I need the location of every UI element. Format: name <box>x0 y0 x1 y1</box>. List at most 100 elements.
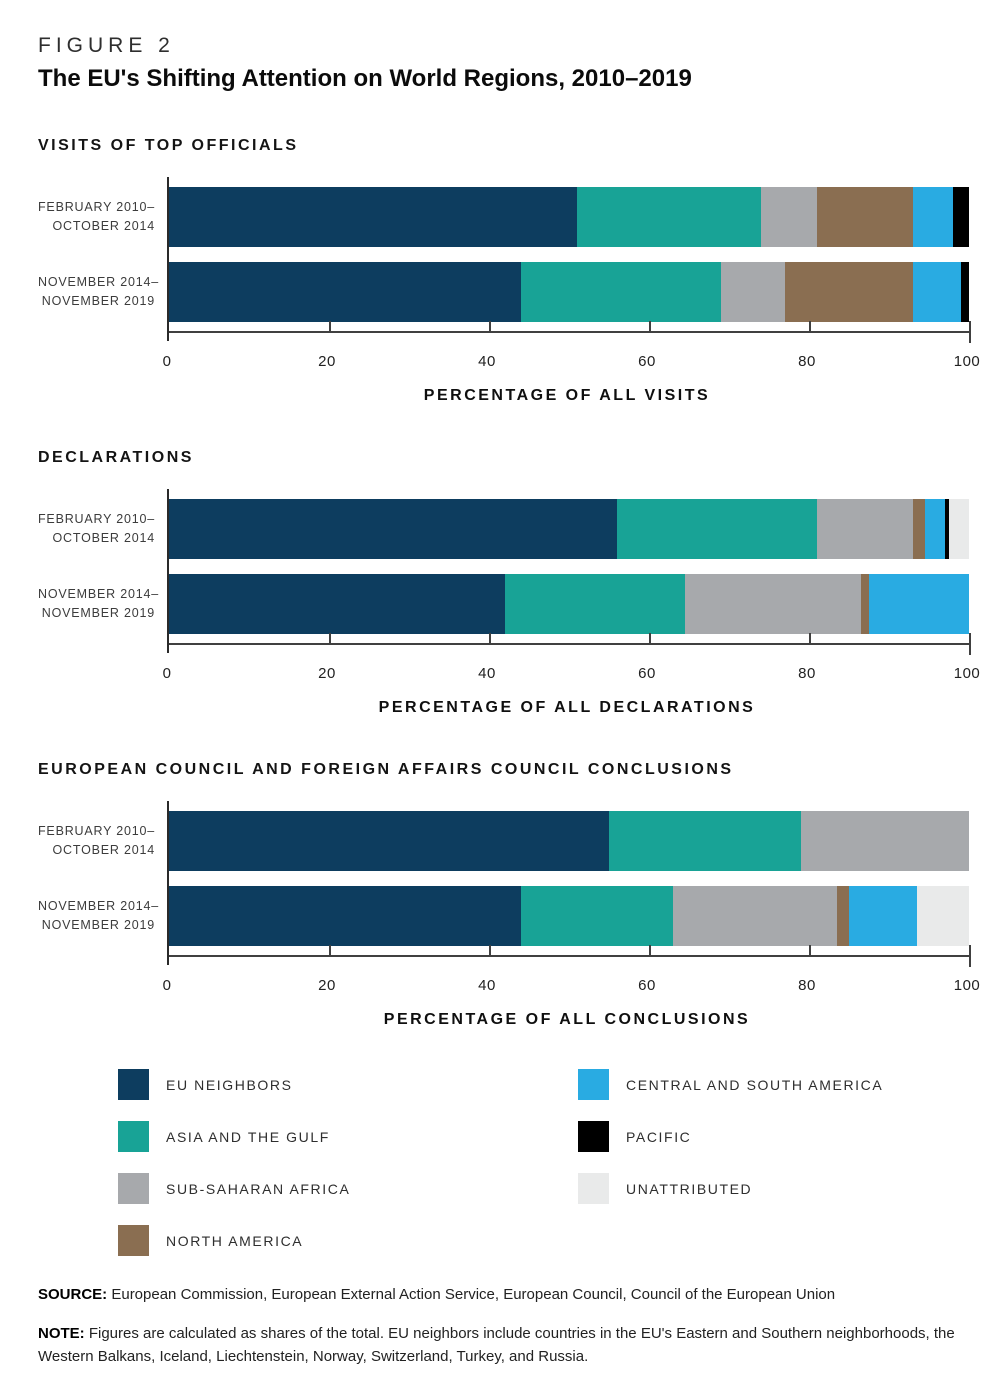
legend-swatch-pacific <box>578 1121 609 1152</box>
x-axis-title: PERCENTAGE OF ALL VISITS <box>423 387 711 404</box>
figure-title: The EU's Shifting Attention on World Reg… <box>38 65 692 92</box>
x-tick-label-0: 0 <box>162 977 172 994</box>
legend-label-unattributed: UNATTRIBUTED <box>626 1180 753 1197</box>
note-line: NOTE: Figures are calculated as shares o… <box>38 1323 962 1368</box>
category-label: NOVEMBER 2014– NOVEMBER 2019 <box>38 574 167 634</box>
bar-segment-pacific <box>953 187 969 247</box>
bar-segment-eu-neighbors <box>169 886 521 946</box>
x-tick-label-100: 100 <box>953 665 981 682</box>
category-label-line: NOVEMBER 2019 <box>41 918 155 932</box>
plot <box>167 177 971 343</box>
x-tick-label-20: 20 <box>318 353 336 370</box>
x-axis-title: PERCENTAGE OF ALL DECLARATIONS <box>378 699 756 716</box>
x-tick-label-60: 60 <box>638 665 656 682</box>
x-tick-labels: 0 20 40 60 80 100 <box>163 665 980 683</box>
bar-track-2 <box>169 574 969 634</box>
x-tick-label-40: 40 <box>478 665 496 682</box>
x-tick-label-20: 20 <box>318 665 336 682</box>
bar-segment-eu-neighbors <box>169 574 505 634</box>
bar-segment-asia-and-the-gulf <box>521 262 721 322</box>
category-label-line: NOVEMBER 2014– <box>38 275 159 290</box>
bar-segment-asia-and-the-gulf <box>617 499 817 559</box>
x-axis-tick-40 <box>489 633 491 645</box>
category-label-line: FEBRUARY 2010– <box>38 512 156 527</box>
bar-segment-north-america <box>861 574 869 634</box>
chart-body: FEBRUARY 2010– OCTOBER 2014 NOVEMBER 2014–… <box>38 489 980 717</box>
bar-segment-eu-neighbors <box>169 811 609 871</box>
legend-swatch-north-america <box>118 1225 149 1256</box>
x-axis-tick-80 <box>809 321 811 333</box>
x-tick-label-40: 40 <box>478 977 496 994</box>
x-axis-tick-100 <box>969 945 971 967</box>
bar-segment-asia-and-the-gulf <box>609 811 801 871</box>
category-label: FEBRUARY 2010– OCTOBER 2014 <box>38 499 167 559</box>
bar-segment-north-america <box>837 886 849 946</box>
bar-segment-central-and-south-america <box>869 574 969 634</box>
bar-segment-sub-saharan-africa <box>673 886 837 946</box>
bar-segment-asia-and-the-gulf <box>577 187 761 247</box>
bar-segment-central-and-south-america <box>913 187 953 247</box>
legend-label-asia-and-the-gulf: ASIA AND THE GULF <box>166 1128 330 1145</box>
x-axis-tick-60 <box>649 633 651 645</box>
legend-item-asia-and-the-gulf: ASIA AND THE GULF <box>118 1121 578 1152</box>
chart-conclusions: EUROPEAN COUNCIL AND FOREIGN AFFAIRS COU… <box>38 761 980 1029</box>
category-label: NOVEMBER 2014– NOVEMBER 2019 <box>38 886 167 946</box>
legend-column-2: CENTRAL AND SOUTH AMERICA PACIFIC UNATTRIB… <box>578 1069 883 1256</box>
bar-segment-eu-neighbors <box>169 499 617 559</box>
bar-segment-north-america <box>817 187 913 247</box>
x-tick-label-80: 80 <box>798 353 816 370</box>
x-axis <box>169 945 971 967</box>
chart-section-title: VISITS OF TOP OFFICIALS <box>38 137 299 154</box>
x-tick-label-80: 80 <box>798 977 816 994</box>
x-axis-tick-80 <box>809 633 811 645</box>
category-label-line: NOVEMBER 2019 <box>41 606 155 620</box>
x-axis-tick-100 <box>969 321 971 343</box>
legend-swatch-central-and-south-america <box>578 1069 609 1100</box>
category-label: FEBRUARY 2010– OCTOBER 2014 <box>38 187 167 247</box>
x-tick-label-60: 60 <box>638 353 656 370</box>
bar-segment-asia-and-the-gulf <box>505 574 685 634</box>
legend-item-pacific: PACIFIC <box>578 1121 883 1152</box>
legend-label-eu-neighbors: EU NEIGHBORS <box>166 1076 293 1093</box>
bar-segment-sub-saharan-africa <box>801 811 969 871</box>
bar-segment-unattributed <box>949 499 969 559</box>
bar-track-1 <box>169 187 969 247</box>
x-axis-tick-60 <box>649 945 651 957</box>
category-label-line: OCTOBER 2014 <box>52 219 155 233</box>
x-tick-labels: 0 20 40 60 80 100 <box>163 977 980 995</box>
category-label-line: NOVEMBER 2014– <box>38 899 159 914</box>
bar-segment-north-america <box>913 499 925 559</box>
legend-swatch-unattributed <box>578 1173 609 1204</box>
legend-item-eu-neighbors: EU NEIGHBORS <box>118 1069 578 1100</box>
x-tick-labels: 0 20 40 60 80 100 <box>163 353 980 371</box>
bar-segment-central-and-south-america <box>913 262 961 322</box>
chart-visits: VISITS OF TOP OFFICIALS FEBRUARY 2010– OC… <box>38 137 980 405</box>
legend-label-pacific: PACIFIC <box>626 1128 692 1145</box>
source-label: SOURCE: <box>38 1286 108 1303</box>
x-axis-tick-20 <box>329 633 331 645</box>
x-axis <box>169 633 971 655</box>
x-axis-tick-80 <box>809 945 811 957</box>
x-axis-tick-20 <box>329 945 331 957</box>
category-label-line: NOVEMBER 2019 <box>41 294 155 308</box>
chart-body: FEBRUARY 2010– OCTOBER 2014 NOVEMBER 2014–… <box>38 177 980 405</box>
bar-segment-asia-and-the-gulf <box>521 886 673 946</box>
legend-item-north-america: NORTH AMERICA <box>118 1225 578 1256</box>
x-tick-label-60: 60 <box>638 977 656 994</box>
plot-area: FEBRUARY 2010– OCTOBER 2014 NOVEMBER 2014–… <box>38 177 971 343</box>
x-axis-tick-60 <box>649 321 651 333</box>
x-tick-label-40: 40 <box>478 353 496 370</box>
category-label: NOVEMBER 2014– NOVEMBER 2019 <box>38 262 167 322</box>
legend-swatch-asia-and-the-gulf <box>118 1121 149 1152</box>
plot-area: FEBRUARY 2010– OCTOBER 2014 NOVEMBER 2014–… <box>38 489 971 655</box>
bar-segment-north-america <box>785 262 913 322</box>
x-axis-title: PERCENTAGE OF ALL CONCLUSIONS <box>383 1011 751 1028</box>
bar-track-1 <box>169 811 969 871</box>
category-label-line: FEBRUARY 2010– <box>38 200 156 215</box>
bar-segment-eu-neighbors <box>169 262 521 322</box>
x-tick-label-80: 80 <box>798 665 816 682</box>
legend: EU NEIGHBORS ASIA AND THE GULF SUB-SAHARAN… <box>118 1069 962 1256</box>
x-tick-label-20: 20 <box>318 977 336 994</box>
x-axis-tick-40 <box>489 321 491 333</box>
